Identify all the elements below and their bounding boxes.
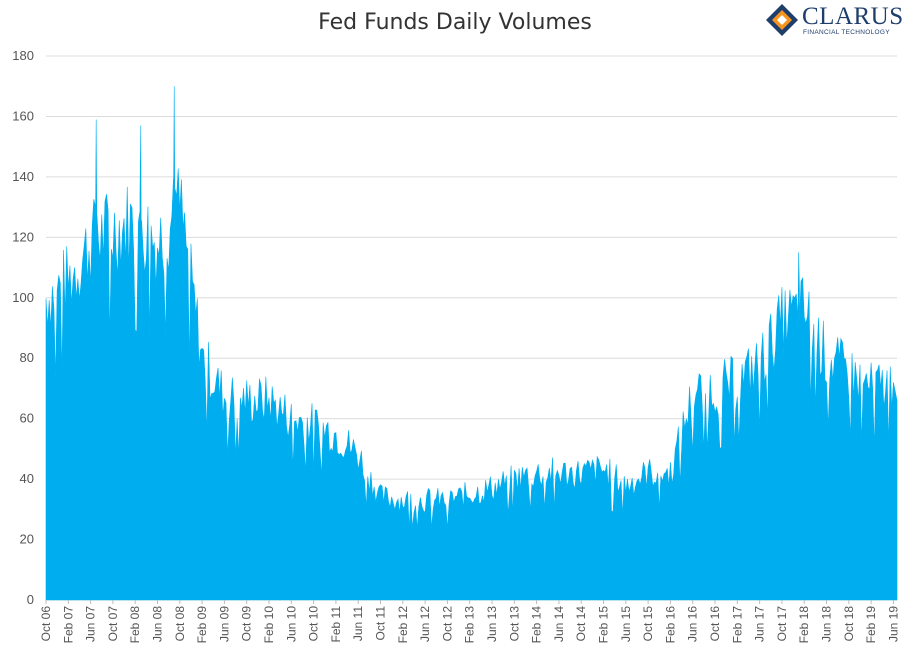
x-tick-label: Feb 11 xyxy=(329,606,343,643)
x-tick-label: Oct 18 xyxy=(842,606,856,642)
x-tick-label: Jun 18 xyxy=(820,606,834,642)
y-axis: 0 20 40 60 80 100 120 140 160 180 xyxy=(12,48,34,607)
x-tick-label: Feb 12 xyxy=(396,606,410,644)
x-tick-label: Jun 08 xyxy=(151,606,165,642)
x-tick-label: Oct 09 xyxy=(240,606,254,642)
x-tick-label: Oct 13 xyxy=(507,606,521,642)
x-tick-label: Feb 17 xyxy=(730,606,744,644)
x-tick-label: Jun 12 xyxy=(418,606,432,642)
x-tick-label: Oct 11 xyxy=(374,606,388,641)
x-tick-label: Jun 07 xyxy=(84,606,98,642)
volume-area xyxy=(45,86,898,601)
y-tick-label: 160 xyxy=(12,108,34,123)
x-tick-label: Oct 10 xyxy=(307,606,321,642)
x-tick-label: Oct 08 xyxy=(173,606,187,642)
x-tick-label: Feb 14 xyxy=(530,606,544,644)
y-tick-label: 100 xyxy=(12,290,34,305)
x-tick-label: Oct 07 xyxy=(106,606,120,642)
diamond-logo-icon xyxy=(766,4,798,36)
x-tick-label: Jun 16 xyxy=(686,606,700,642)
x-tick-label: Feb 16 xyxy=(663,606,677,644)
x-tick-label: Feb 07 xyxy=(61,606,75,644)
x-tick-label: Jun 17 xyxy=(753,606,767,642)
x-tick-label: Feb 15 xyxy=(597,606,611,644)
x-tick-label: Oct 17 xyxy=(775,606,789,642)
y-tick-label: 180 xyxy=(12,48,34,63)
area-series-layer xyxy=(45,86,898,601)
clarus-logo: CLARUS FINANCIAL TECHNOLOGY xyxy=(764,2,910,42)
y-tick-label: 20 xyxy=(20,532,34,547)
x-tick-label: Jun 15 xyxy=(619,606,633,642)
x-tick-label: Feb 08 xyxy=(128,606,142,644)
y-tick-label: 80 xyxy=(20,350,34,365)
x-tick-label: Oct 12 xyxy=(440,606,454,642)
x-axis: Oct 06 Feb 07 Jun 07 Oct 07 Feb 08 Jun 08 Oct … xyxy=(39,600,900,643)
x-tick-label: Oct 16 xyxy=(708,606,722,642)
y-tick-label: 0 xyxy=(27,592,34,607)
y-tick-label: 120 xyxy=(12,229,34,244)
x-tick-label: Feb 09 xyxy=(195,606,209,644)
x-tick-label: Feb 19 xyxy=(864,606,878,644)
x-tick-label: Jun 14 xyxy=(552,606,566,642)
chart-title: Fed Funds Daily Volumes xyxy=(318,10,592,35)
x-tick-label: Feb 18 xyxy=(797,606,811,644)
logo-wordmark: CLARUS xyxy=(802,3,904,30)
x-tick-label: Oct 15 xyxy=(641,606,655,642)
y-tick-label: 40 xyxy=(20,471,34,486)
x-tick-label: Feb 13 xyxy=(463,606,477,644)
x-tick-label: Jun 13 xyxy=(485,606,499,642)
x-tick-label: Jun 19 xyxy=(886,606,900,642)
x-tick-label: Oct 14 xyxy=(574,606,588,642)
x-tick-label: Jun 11 xyxy=(351,606,365,641)
y-tick-label: 140 xyxy=(12,169,34,184)
x-tick-label: Jun 10 xyxy=(284,606,298,642)
y-tick-label: 60 xyxy=(20,411,34,426)
logo-tagline: FINANCIAL TECHNOLOGY xyxy=(803,29,890,36)
x-tick-label: Feb 10 xyxy=(262,606,276,644)
x-tick-label: Jun 09 xyxy=(217,606,231,642)
x-tick-label: Oct 06 xyxy=(39,606,53,642)
